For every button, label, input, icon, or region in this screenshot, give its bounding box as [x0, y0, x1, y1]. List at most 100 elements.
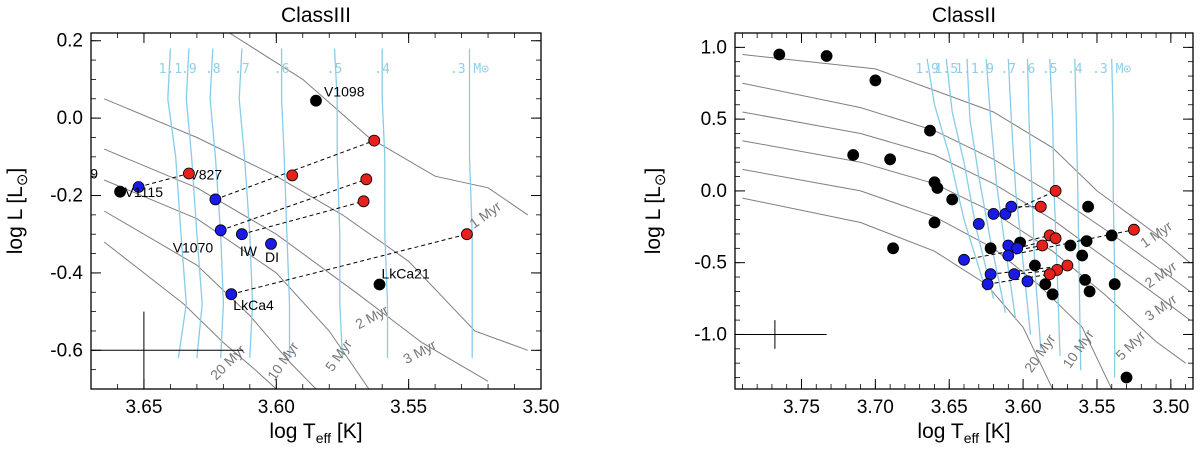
mass-track-line [333, 48, 344, 359]
star-point [114, 185, 126, 198]
pair-link [231, 233, 468, 295]
star-point [132, 181, 145, 193]
star-point [209, 193, 222, 206]
star-point [869, 74, 882, 87]
mass-track-line [1026, 58, 1042, 349]
y-tick-label: 0.0 [57, 108, 83, 129]
star-point [368, 134, 381, 147]
star-name-label: V1115 [125, 184, 164, 200]
y-tick-label: 0.2 [57, 31, 83, 52]
star-point [1043, 268, 1056, 281]
x-tick-label: 3.65 [931, 397, 968, 418]
pair-link [215, 140, 375, 200]
axes: 1.0 0.5 0.0 -0.5 -1.0 3.75 3.70 3.65 3.60 3.55 3.5… [694, 32, 1193, 418]
star-point [820, 50, 833, 62]
isochrone-line [228, 33, 529, 216]
star-point [1002, 249, 1015, 262]
star-point [1029, 259, 1041, 272]
panel-title: ClassII [932, 4, 996, 27]
mass-track-label: .7 [234, 62, 250, 77]
star-point [265, 237, 277, 250]
isochrone-age-label: 10 Myr [264, 339, 302, 384]
star-point [958, 253, 970, 266]
mass-track-label: .4 [374, 62, 390, 77]
star-point [1034, 200, 1047, 213]
isochrone-age-label: 10 Myr [1059, 326, 1097, 371]
mass-track-line [945, 58, 995, 299]
x-tick-label: 3.60 [1005, 397, 1042, 418]
star-name-label: DI [265, 249, 279, 265]
star-point [987, 207, 1000, 220]
x-axis-label: log Teff [K] [917, 420, 1010, 446]
y-axis-label: log L [L⊙] [4, 168, 31, 255]
star-point [1021, 275, 1034, 288]
isochrone-age-label: 20 Myr [207, 341, 249, 383]
star-point [1083, 285, 1096, 298]
mass-track-label: .4 [1067, 62, 1083, 77]
star-point [460, 228, 473, 241]
y-tick-label: -0.6 [50, 340, 83, 361]
star-name-label: V1098 [324, 84, 365, 100]
star-point [884, 153, 896, 166]
star-point [931, 182, 944, 194]
mass-track-label: 1.1 [955, 62, 978, 77]
star-point [847, 149, 860, 161]
isochrone-age-label: 5 Myr [1112, 327, 1148, 363]
star-point [1005, 200, 1018, 213]
star-point [887, 242, 899, 255]
mass-track-label: .5 [1042, 62, 1058, 77]
pair-link [220, 178, 367, 231]
pair-link [138, 173, 190, 188]
star-point [235, 228, 248, 241]
star-point [1049, 232, 1062, 245]
x-tick-label: 3.70 [857, 397, 894, 418]
mass-track-label: .5 [327, 62, 343, 77]
y-tick-label: -0.2 [50, 186, 83, 207]
mass-track-line [381, 48, 389, 358]
star-point [1076, 249, 1089, 262]
y-tick-label: -0.5 [694, 253, 727, 274]
mass-track-label: 1.9 [915, 62, 938, 77]
star-point [1011, 242, 1024, 255]
star-point [1082, 200, 1094, 213]
mass-track-label: .7 [1000, 62, 1016, 77]
panel-title: ClassIII [281, 4, 351, 27]
star-point [924, 124, 936, 137]
mass-track-line [468, 48, 473, 358]
star-point [214, 224, 227, 237]
star-point [1064, 239, 1077, 252]
star-point [1080, 235, 1093, 248]
mass-track-label: .9 [181, 62, 197, 77]
isochrone-age-label: 1 Myr [466, 198, 504, 232]
mass-track-label: .9 [978, 62, 994, 77]
y-tick-label: 0.5 [701, 109, 727, 130]
y-tick-label: -0.4 [50, 263, 83, 284]
star-point [1039, 278, 1052, 291]
mass-track-line [167, 48, 187, 359]
isochrone-line [103, 241, 277, 389]
mass-track-line [185, 48, 203, 359]
mass-track-line [1111, 58, 1116, 378]
star-name-label: V1070 [173, 239, 214, 255]
x-tick-label: 3.55 [390, 397, 427, 418]
star-point [1008, 268, 1021, 281]
mass-track-line [926, 58, 987, 292]
star-point [225, 288, 238, 301]
mass-track-label: 1.5 [935, 62, 958, 77]
x-tick-label: 3.75 [783, 397, 820, 418]
x-tick-label: 3.60 [258, 397, 295, 418]
mass-track-label: .6 [1020, 62, 1036, 77]
isochrone-line [742, 168, 1113, 389]
star-point [981, 278, 994, 291]
mass-track-line [1074, 58, 1082, 371]
star-point [360, 173, 373, 186]
mass-track-line [966, 58, 1007, 314]
mass-track-label: .3 M⊙ [450, 62, 489, 77]
star-point [286, 169, 299, 182]
isochrone-line [103, 210, 317, 389]
mass-track-label: 1.1 [159, 62, 182, 77]
isochrone-age-label: 5 Myr [322, 336, 355, 374]
pair-link [963, 245, 1043, 261]
star-point [1105, 229, 1118, 242]
